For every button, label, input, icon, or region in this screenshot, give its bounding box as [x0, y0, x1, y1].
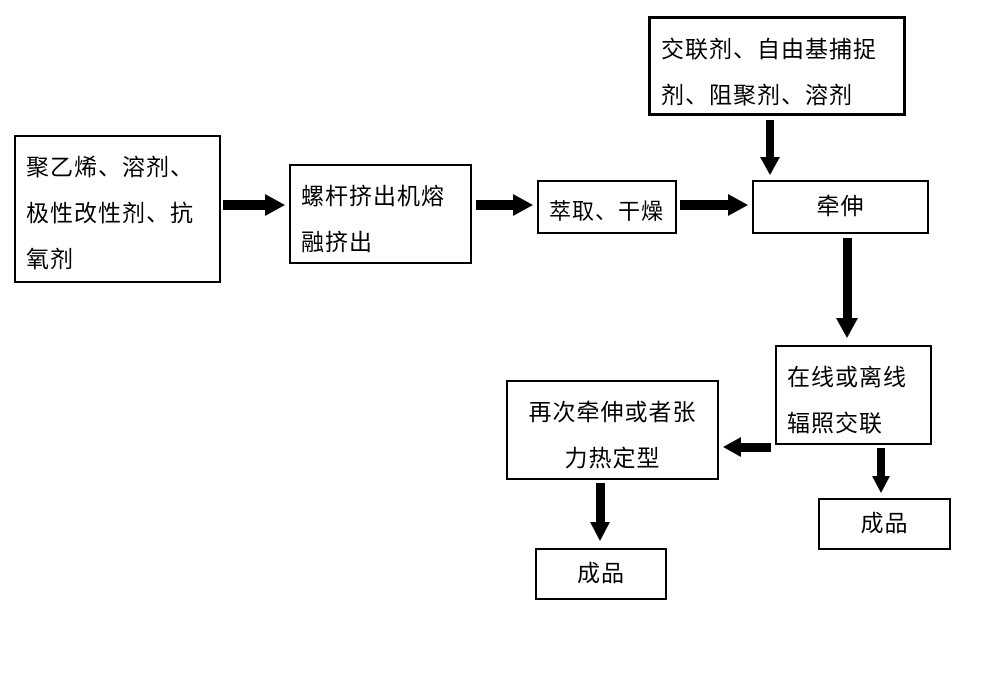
box-label: 萃取、干燥 — [549, 190, 664, 234]
arrow-shaft — [596, 483, 605, 522]
arrow-head — [513, 194, 533, 216]
box-label: 螺杆挤出机熔 融挤出 — [301, 174, 445, 266]
box-label: 在线或离线 辐照交联 — [787, 355, 907, 447]
arrow-shaft — [680, 200, 728, 210]
arrow-shaft — [223, 200, 265, 210]
box-irradiation-crosslink: 在线或离线 辐照交联 — [775, 345, 932, 445]
box-label: 交联剂、自由基捕捉 剂、阻聚剂、溶剂 — [661, 27, 877, 119]
box-extrusion: 螺杆挤出机熔 融挤出 — [289, 164, 472, 264]
arrow-head — [728, 194, 748, 216]
box-label: 聚乙烯、溶剂、 极性改性剂、抗 氧剂 — [26, 145, 194, 283]
arrow-head — [265, 194, 285, 216]
box-product-2: 成品 — [535, 548, 667, 600]
arrow-shaft — [877, 448, 885, 476]
arrow-shaft — [843, 238, 852, 318]
arrow-head — [590, 522, 610, 541]
box-raw-materials: 聚乙烯、溶剂、 极性改性剂、抗 氧剂 — [14, 135, 221, 283]
arrow-head — [760, 157, 780, 175]
arrow-head — [872, 476, 890, 493]
arrow-shaft — [476, 200, 513, 210]
box-additives: 交联剂、自由基捕捉 剂、阻聚剂、溶剂 — [648, 16, 906, 116]
box-stretch: 牵伸 — [752, 180, 929, 234]
arrow-shaft — [741, 443, 771, 452]
arrow-shaft — [766, 120, 774, 157]
box-label: 牵伸 — [817, 184, 865, 230]
flowchart-canvas: 聚乙烯、溶剂、 极性改性剂、抗 氧剂 螺杆挤出机熔 融挤出 萃取、干燥 交联剂、… — [0, 0, 1000, 683]
arrow-head — [836, 318, 858, 338]
arrow-head — [723, 437, 741, 457]
box-label: 再次牵伸或者张 力热定型 — [529, 390, 697, 482]
box-product-1: 成品 — [818, 498, 951, 550]
box-extract-dry: 萃取、干燥 — [537, 180, 677, 234]
box-restretch-heatset: 再次牵伸或者张 力热定型 — [506, 380, 719, 480]
box-label: 成品 — [861, 501, 909, 547]
box-label: 成品 — [577, 551, 625, 597]
